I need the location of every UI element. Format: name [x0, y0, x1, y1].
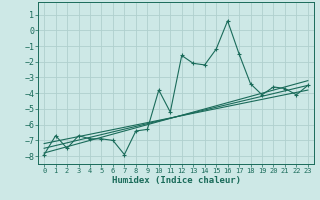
X-axis label: Humidex (Indice chaleur): Humidex (Indice chaleur) — [111, 176, 241, 185]
